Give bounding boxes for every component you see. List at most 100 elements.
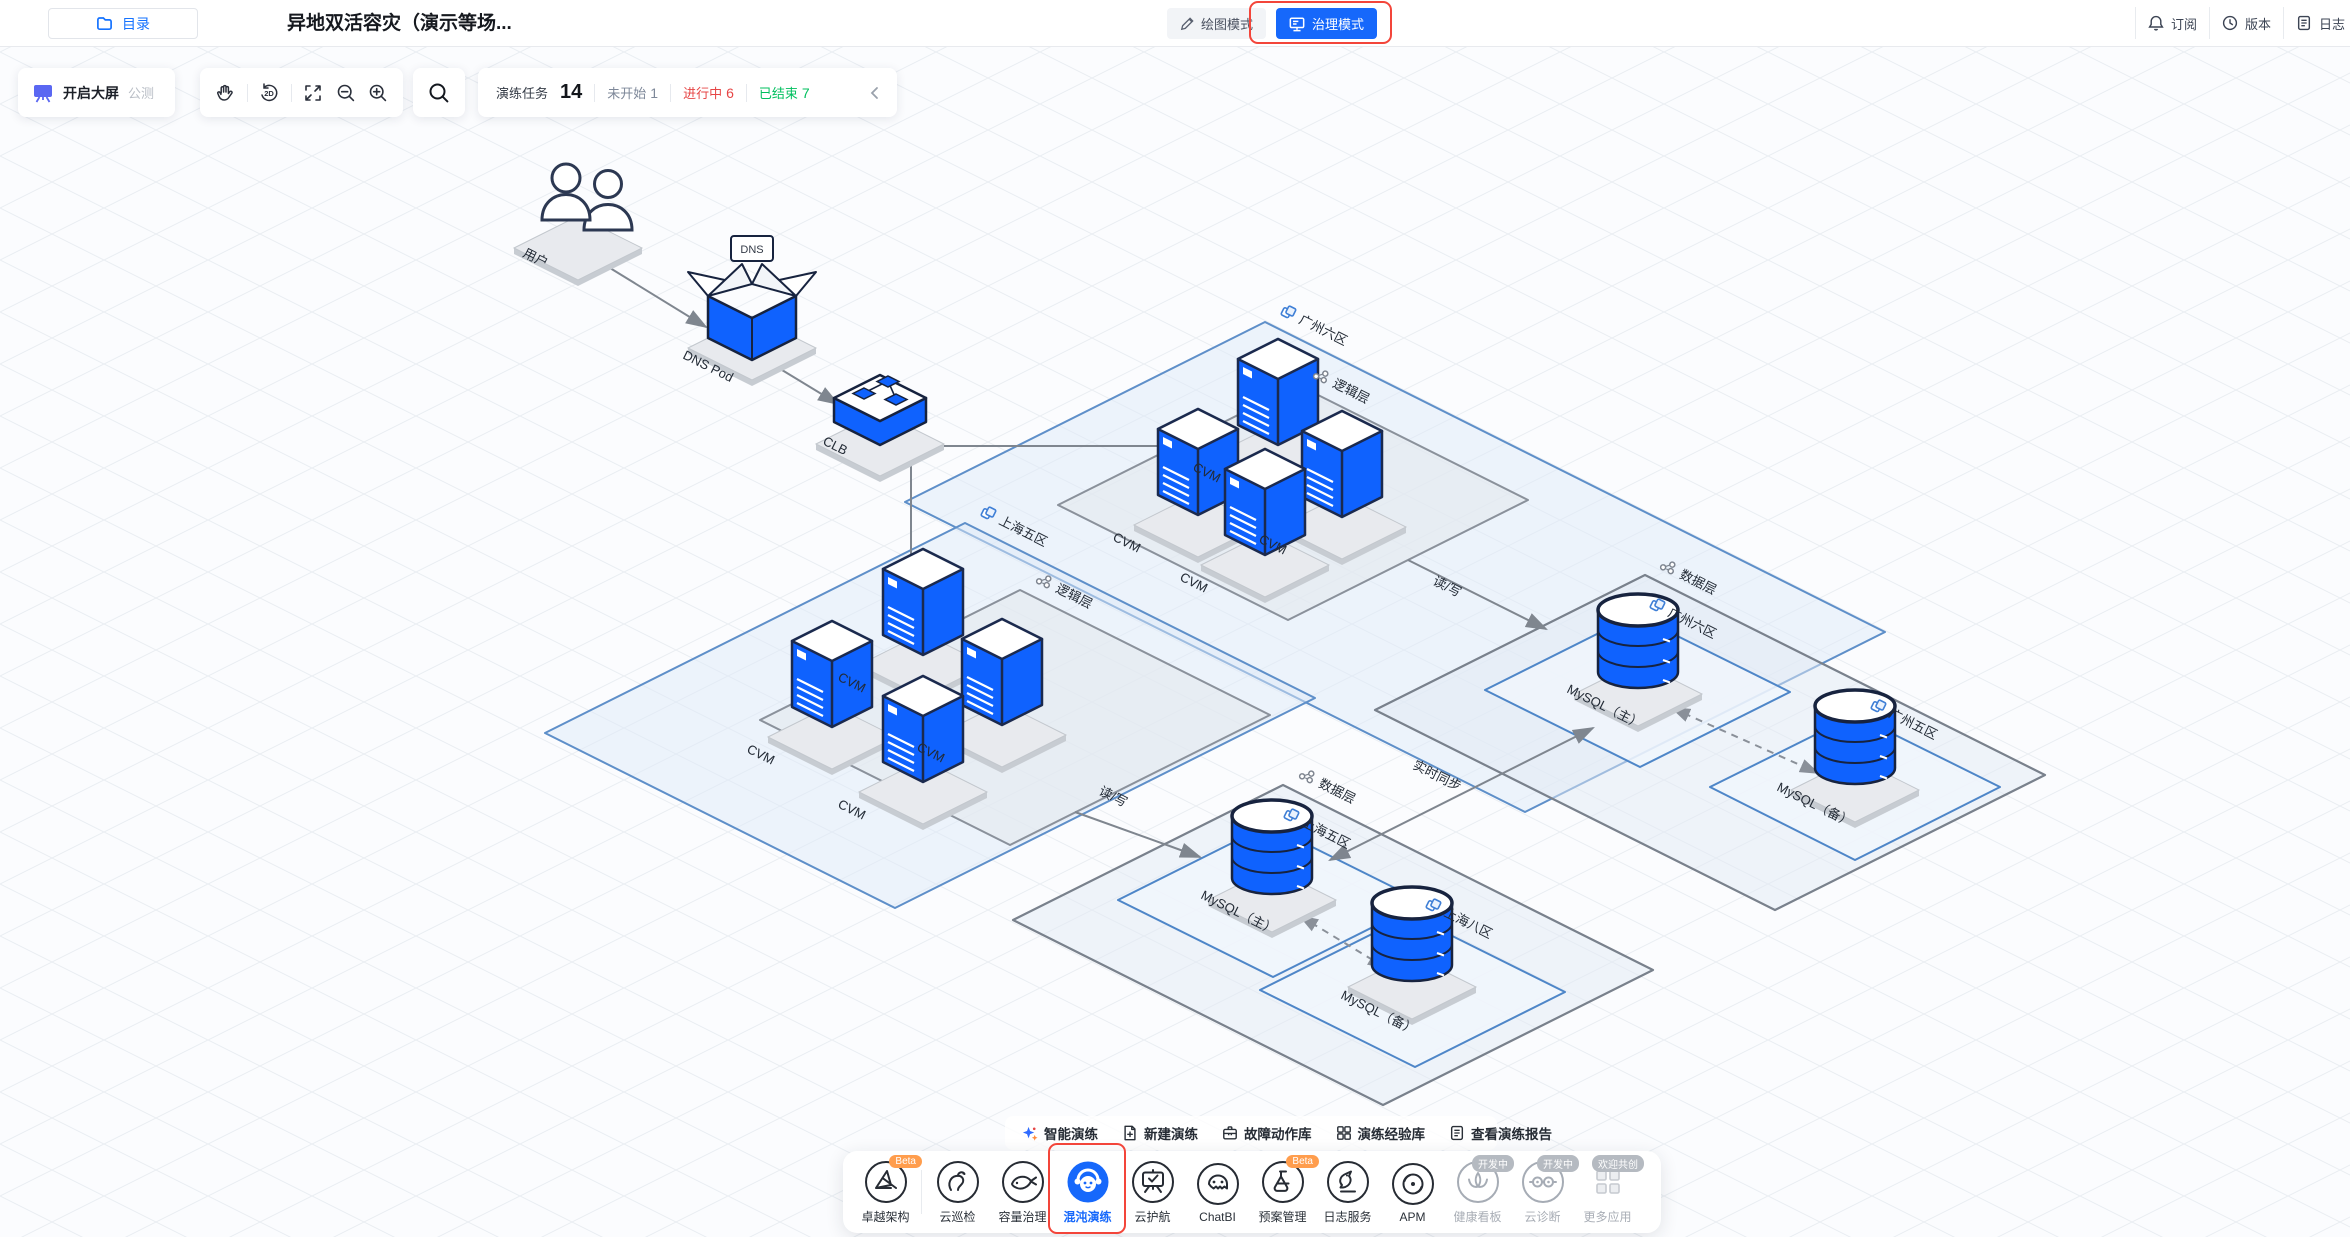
edge-sync (1328, 727, 1595, 861)
drill-experience-library-button[interactable]: 演练经验库 (1336, 1123, 1425, 1143)
stat-not-started[interactable]: 未开始 1 (607, 85, 659, 101)
developing-badge: 开发中 (1472, 1155, 1514, 1172)
subscribe-label: 订阅 (2171, 16, 2198, 32)
zoom-out-button[interactable] (335, 82, 357, 104)
dock-item-cloud-diagnosis[interactable]: 开发中 云诊断 (1510, 1155, 1579, 1225)
fault-action-library-button[interactable]: 故障动作库 (1222, 1123, 1312, 1143)
bell-icon (2148, 15, 2164, 31)
edge-users-dns (609, 267, 708, 329)
divider (594, 83, 596, 102)
govern-mode-label: 治理模式 (1312, 17, 1365, 32)
expand-icon (305, 84, 321, 101)
clock-icon (2222, 15, 2238, 31)
divider (246, 83, 248, 102)
dock-item-plan-management[interactable]: Beta 预案管理 (1250, 1155, 1319, 1225)
header: 目录 异地双活容灾（演示等场... 绘图模式 治理模式 订阅 版本 (0, 0, 2350, 47)
stats-total: 14 (560, 81, 583, 103)
chaos-drill-icon (1067, 1161, 1108, 1203)
divider (290, 83, 292, 102)
search-button[interactable] (413, 68, 465, 117)
edge-rw-sh (1074, 811, 1203, 858)
dock-divider (921, 1170, 922, 1214)
log-button[interactable]: 日志 (2283, 7, 2350, 39)
new-drill-button[interactable]: 新建演练 (1122, 1123, 1198, 1143)
capacity-governance-icon (1001, 1161, 1044, 1203)
sparkle-icon (1022, 1126, 1038, 1141)
stat-finished[interactable]: 已结束 7 (758, 85, 810, 101)
edge-dns-clb (781, 369, 840, 406)
chatbi-icon (1196, 1162, 1239, 1205)
apm-icon (1391, 1162, 1434, 1205)
excellent-architecture-icon (864, 1161, 907, 1203)
dock-item-chaos-drill[interactable]: 混沌演练 (1055, 1159, 1120, 1225)
divider (745, 83, 747, 102)
svg-text:2D: 2D (264, 89, 274, 98)
search-icon (429, 83, 449, 102)
dock-item-health-dashboard[interactable]: 开发中 健康看板 (1445, 1155, 1514, 1225)
app-dock: Beta 卓越架构 云巡检 容量治理 混沌演练 云护航 ChatBI Beta (843, 1151, 1661, 1233)
dock-item-apm[interactable]: APM (1380, 1161, 1445, 1224)
folder-icon (97, 17, 112, 31)
dock-item-chatbi[interactable]: ChatBI (1185, 1161, 1250, 1224)
zoom-out-icon (337, 84, 354, 101)
drill-action-bar: 智能演练 新建演练 故障动作库 演练经验库 查看演练报告 (1005, 1116, 1552, 1150)
big-screen-label: 开启大屏 (63, 84, 119, 101)
page-title: 异地双活容灾（演示等场... (287, 13, 512, 34)
smart-drill-button[interactable]: 智能演练 (1021, 1123, 1098, 1143)
log-service-icon (1326, 1161, 1369, 1203)
report-icon (1450, 1125, 1464, 1141)
rotate-2d-button[interactable]: 2D (258, 82, 280, 104)
dock-item-more-apps[interactable]: 欢迎共创 更多应用 (1575, 1155, 1644, 1225)
divider (670, 83, 672, 102)
co-create-badge: 欢迎共创 (1592, 1155, 1644, 1172)
beta-tag: 公测 (128, 86, 155, 101)
subscribe-button[interactable]: 订阅 (2135, 7, 2209, 39)
header-actions: 订阅 版本 日志 (2135, 7, 2350, 39)
log-label: 日志 (2319, 16, 2346, 32)
govern-mode-button[interactable]: 治理模式 (1276, 8, 1378, 39)
developing-badge: 开发中 (1537, 1155, 1579, 1172)
zoom-in-button[interactable] (367, 82, 389, 104)
draw-mode-button[interactable]: 绘图模式 (1167, 8, 1267, 39)
draw-mode-label: 绘图模式 (1201, 17, 1254, 32)
edge-rw-gz (1407, 559, 1548, 630)
dock-item-cloud-escort[interactable]: 云护航 (1120, 1159, 1185, 1225)
grid-icon (1336, 1126, 1351, 1140)
mode-switcher: 绘图模式 治理模式 (1167, 8, 1378, 39)
pan-tool-button[interactable] (214, 82, 236, 104)
collapse-chevron-icon[interactable] (869, 86, 879, 100)
dock-item-capacity-governance[interactable]: 容量治理 (990, 1159, 1055, 1225)
cloud-escort-icon (1131, 1161, 1174, 1203)
more-apps-icon (1595, 1170, 1620, 1194)
dock-item-log-service[interactable]: 日志服务 (1315, 1159, 1380, 1225)
dns-tag: DNS (740, 244, 763, 256)
catalog-button[interactable]: 目录 (48, 8, 198, 39)
zoom-in-icon (369, 84, 387, 101)
stats-title: 演练任务 (496, 86, 549, 101)
toolbox-icon (1223, 1126, 1237, 1140)
beta-badge: Beta (1286, 1155, 1319, 1168)
dock-item-excellent-architecture[interactable]: Beta 卓越架构 (853, 1155, 922, 1225)
file-plus-icon (1124, 1125, 1136, 1141)
pencil-icon (1180, 16, 1194, 30)
cloud-inspection-icon (936, 1161, 979, 1203)
big-screen-icon (34, 84, 52, 102)
edge-replica-gz (1670, 707, 1820, 774)
catalog-label: 目录 (122, 15, 150, 32)
version-button[interactable]: 版本 (2209, 7, 2283, 39)
big-screen-button[interactable]: 开启大屏 公测 (18, 68, 175, 117)
fit-screen-button[interactable] (302, 82, 324, 104)
node-dns[interactable]: DNS (687, 235, 817, 387)
view-drill-report-button[interactable]: 查看演练报告 (1449, 1123, 1552, 1143)
dock-item-cloud-inspection[interactable]: 云巡检 (925, 1159, 990, 1225)
canvas-toolbar: 2D (200, 68, 403, 117)
drill-task-stats: 演练任务 14 未开始 1 进行中 6 已结束 7 (478, 68, 897, 117)
stat-running[interactable]: 进行中 6 (683, 85, 734, 101)
hand-icon (217, 84, 233, 101)
beta-badge: Beta (889, 1155, 922, 1168)
version-label: 版本 (2245, 16, 2272, 32)
document-icon (2297, 15, 2311, 31)
rotate-2d-icon: 2D (261, 82, 278, 101)
